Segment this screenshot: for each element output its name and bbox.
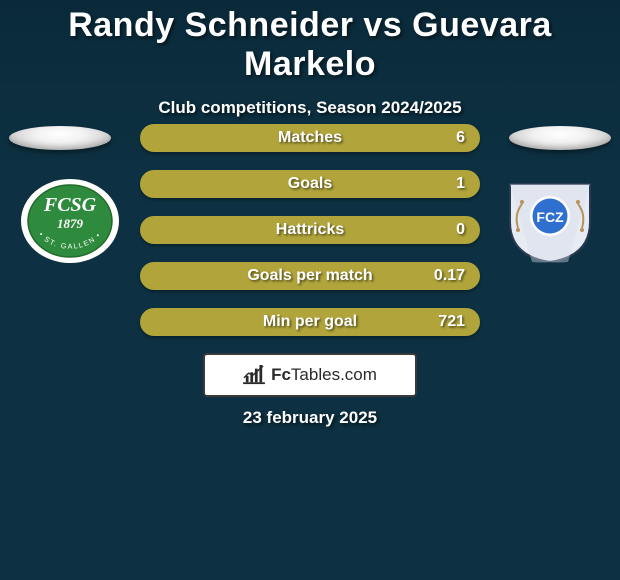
stat-label: Goals per match [247, 267, 372, 285]
stat-row-hattricks: Hattricks 0 [140, 216, 480, 244]
page-title: Randy Schneider vs Guevara Markelo [0, 0, 620, 84]
svg-text:1879: 1879 [57, 216, 84, 231]
stat-value: 1 [456, 175, 465, 193]
stat-label: Hattricks [276, 221, 344, 239]
stat-label: Min per goal [263, 313, 357, 331]
page-subtitle: Club competitions, Season 2024/2025 [0, 98, 620, 118]
stat-row-mpg: Min per goal 721 [140, 308, 480, 336]
stat-value: 0.17 [434, 267, 465, 285]
stat-row-matches: Matches 6 [140, 124, 480, 152]
branding-badge: FcTables.com [203, 353, 417, 397]
stat-row-goals: Goals 1 [140, 170, 480, 198]
stats-container: Matches 6 Goals 1 Hattricks 0 Goals per … [140, 124, 480, 354]
stat-row-gpm: Goals per match 0.17 [140, 262, 480, 290]
left-club-crest: FCSG 1879 • ST. GALLEN • [20, 178, 120, 264]
stat-value: 721 [438, 313, 465, 331]
player-left-head-placeholder [9, 126, 111, 150]
player-right-head-placeholder [509, 126, 611, 150]
stat-value: 6 [456, 129, 465, 147]
stat-label: Matches [278, 129, 342, 147]
svg-text:FCZ: FCZ [536, 209, 564, 225]
bar-chart-icon [243, 365, 265, 385]
branding-text: FcTables.com [271, 365, 377, 385]
svg-text:FCSG: FCSG [43, 194, 97, 216]
generated-date: 23 february 2025 [243, 408, 377, 428]
right-club-crest: FCZ [500, 178, 600, 264]
stat-value: 0 [456, 221, 465, 239]
stat-label: Goals [288, 175, 332, 193]
